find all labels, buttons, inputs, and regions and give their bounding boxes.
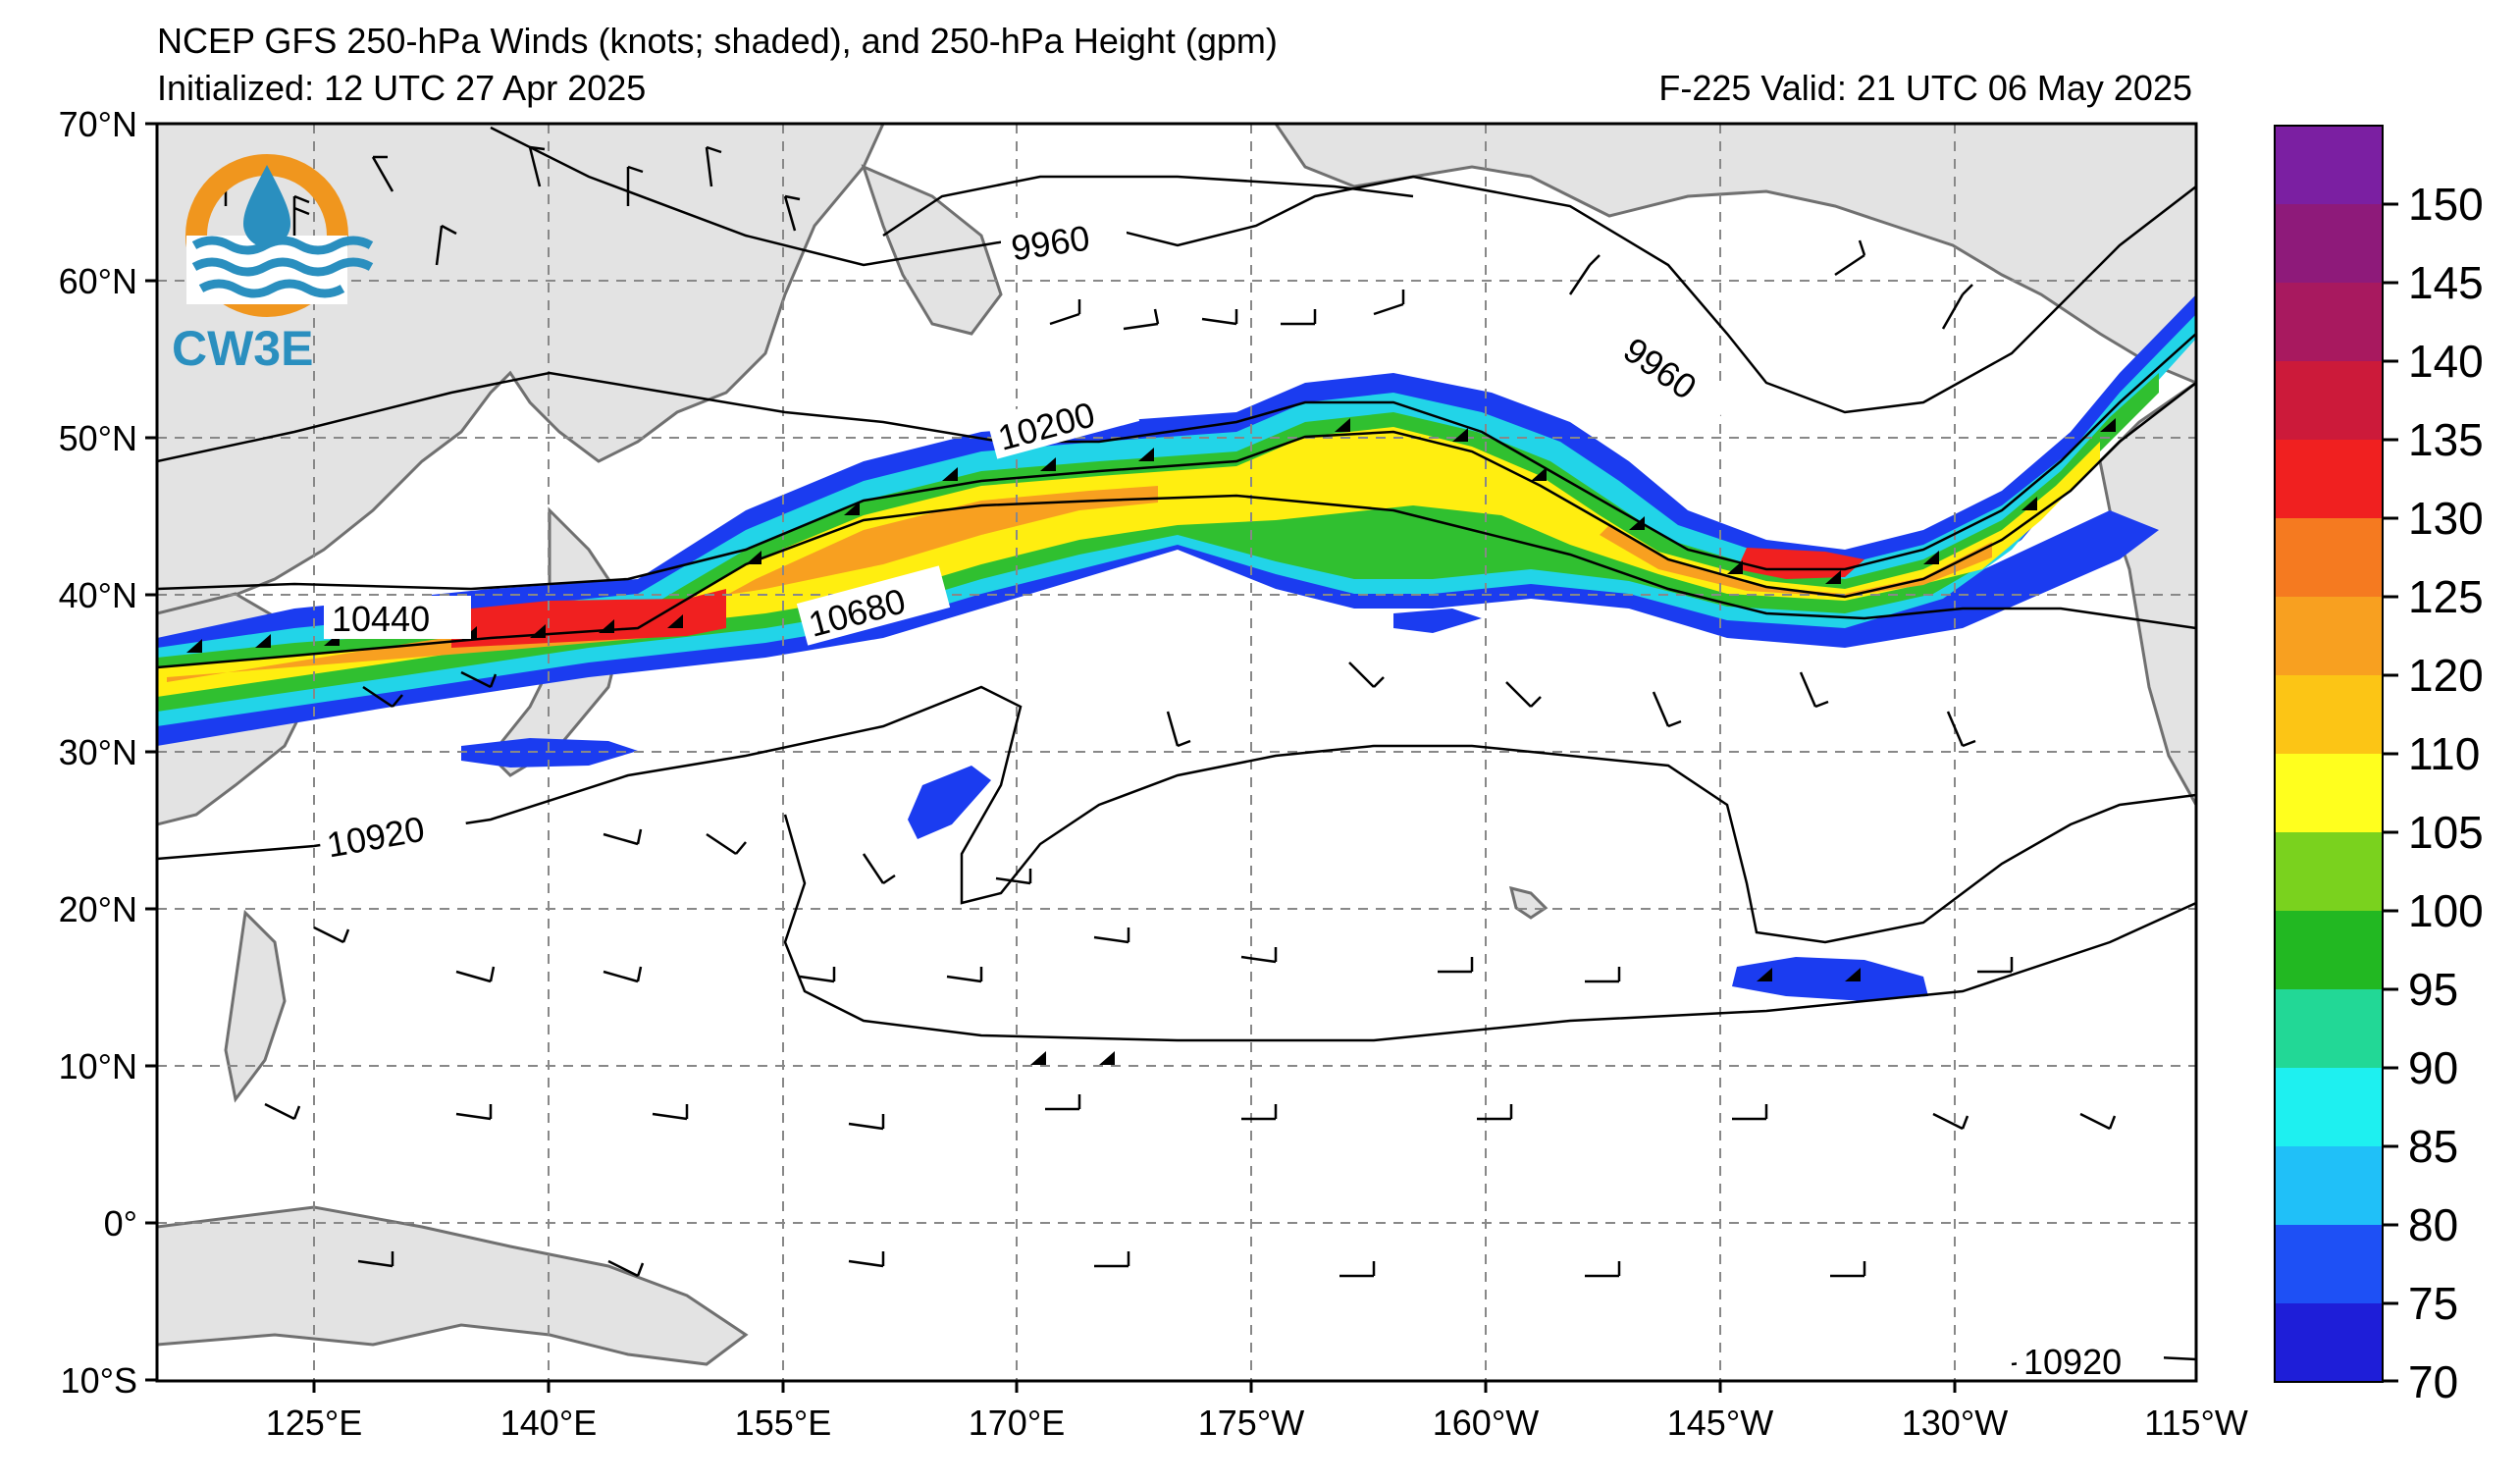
colorbar-tick-label: 110	[2408, 728, 2480, 779]
kamchatka	[861, 164, 1003, 336]
colorbar-tick-label: 105	[2408, 807, 2484, 858]
lat-label-30n: 30°N	[59, 732, 137, 772]
lat-label-0: 0°	[104, 1203, 137, 1244]
height-contours	[157, 126, 2196, 1366]
lat-label-10n: 10°N	[59, 1046, 137, 1086]
lon-label-140e: 140°E	[500, 1403, 597, 1443]
philippines	[224, 909, 287, 1103]
colorbar-tick-label: 120	[2408, 650, 2484, 701]
lat-ticks	[145, 122, 157, 1382]
contour-10920-west	[157, 685, 2196, 944]
colorbar-tick-label: 145	[2408, 257, 2484, 308]
contour-9960-north	[882, 175, 1414, 238]
colorbar-tick-label: 70	[2408, 1356, 2458, 1407]
colorbar-tick-label: 100	[2408, 885, 2484, 936]
colorbar-tick-label: 95	[2408, 964, 2458, 1015]
colorbar-swatch	[2275, 1225, 2383, 1303]
colorbar-swatch	[2275, 440, 2383, 518]
colorbar-swatch	[2275, 754, 2383, 832]
colorbar-swatch	[2275, 518, 2383, 597]
lon-label-160w: 160°W	[1433, 1403, 1539, 1443]
colorbar-tick-label: 75	[2408, 1278, 2458, 1329]
colorbar-tick-label: 85	[2408, 1121, 2458, 1172]
lon-label-155e: 155°E	[735, 1403, 831, 1443]
hawaii	[1508, 885, 1549, 920]
lat-label-10s: 10°S	[61, 1360, 137, 1401]
colorbar-tick-label: 140	[2408, 336, 2484, 387]
colorbar-tick-label: 90	[2408, 1042, 2458, 1093]
logo-text: CW3E	[172, 321, 313, 376]
lon-label-170e: 170°E	[969, 1403, 1065, 1443]
colorbar-swatch	[2275, 989, 2383, 1068]
lon-ticks	[312, 1381, 1957, 1393]
map-title: NCEP GFS 250-hPa Winds (knots; shaded), …	[157, 21, 1278, 61]
jet-stream-shading	[157, 294, 2196, 1001]
lat-label-50n: 50°N	[59, 418, 137, 458]
jet-yellow-band	[157, 427, 2100, 697]
colorbar-swatch	[2275, 126, 2383, 204]
contour-label-10440: 10440	[332, 599, 430, 639]
colorbar-swatch	[2275, 675, 2383, 754]
lat-label-70n: 70°N	[59, 104, 137, 144]
colorbar-swatch	[2275, 1068, 2383, 1146]
lon-label-175w: 175°W	[1198, 1403, 1304, 1443]
contour-label-10920-b: 10920	[2023, 1342, 2122, 1382]
contour-10200	[157, 333, 2196, 571]
colorbar-swatch	[2275, 1146, 2383, 1225]
jet-red-core	[451, 548, 1864, 648]
longitude-labels: 125°E 140°E 155°E 170°E 175°W 160°W 145°…	[266, 1403, 2248, 1443]
colorbar-swatch	[2275, 361, 2383, 440]
colorbar-swatch	[2275, 283, 2383, 361]
lat-lon-grid	[157, 124, 2196, 1381]
wind-barbs	[224, 145, 2117, 1278]
lon-label-125e: 125°E	[266, 1403, 362, 1443]
jet-blob-center	[1393, 609, 1482, 633]
lon-label-130w: 130°W	[1902, 1403, 2008, 1443]
jet-blob-mid	[908, 766, 991, 839]
colorbar: 150 145 140 135 130 125 120 110 105 100 …	[2274, 125, 2484, 1407]
contour-10440	[157, 382, 2196, 599]
contour-10920-south	[783, 814, 2196, 1042]
indonesia-new-guinea	[157, 1205, 749, 1366]
cw3e-logo: CW3E	[172, 154, 374, 376]
colorbar-labels: 150 145 140 135 130 125 120 110 105 100 …	[2408, 179, 2484, 1407]
colorbar-swatch	[2275, 204, 2383, 283]
initialized-time: Initialized: 12 UTC 27 Apr 2025	[157, 68, 647, 108]
logo-drop-icon	[243, 165, 290, 247]
lon-label-115w: 115°W	[2144, 1403, 2248, 1443]
contour-9960	[490, 126, 2196, 414]
colorbar-swatch	[2275, 911, 2383, 989]
lat-label-40n: 40°N	[59, 575, 137, 615]
colorbar-tick-label: 130	[2408, 493, 2484, 544]
latitude-labels: 70°N 60°N 50°N 40°N 30°N 20°N 10°N 0° 10…	[59, 104, 137, 1401]
lon-label-145w: 145°W	[1667, 1403, 1773, 1443]
lat-label-60n: 60°N	[59, 261, 137, 301]
colorbar-swatch	[2275, 1303, 2383, 1382]
colorbar-tick-label: 80	[2408, 1199, 2458, 1250]
colorbar-tick-label: 150	[2408, 179, 2484, 230]
lat-label-20n: 20°N	[59, 889, 137, 929]
valid-time: F-225 Valid: 21 UTC 06 May 2025	[1658, 68, 2192, 108]
colorbar-swatch	[2275, 832, 2383, 911]
colorbar-swatch	[2275, 597, 2383, 675]
colorbar-tick-label: 125	[2408, 571, 2484, 622]
colorbar-tick-label: 135	[2408, 414, 2484, 465]
jet-blob-east	[1732, 957, 1928, 1001]
